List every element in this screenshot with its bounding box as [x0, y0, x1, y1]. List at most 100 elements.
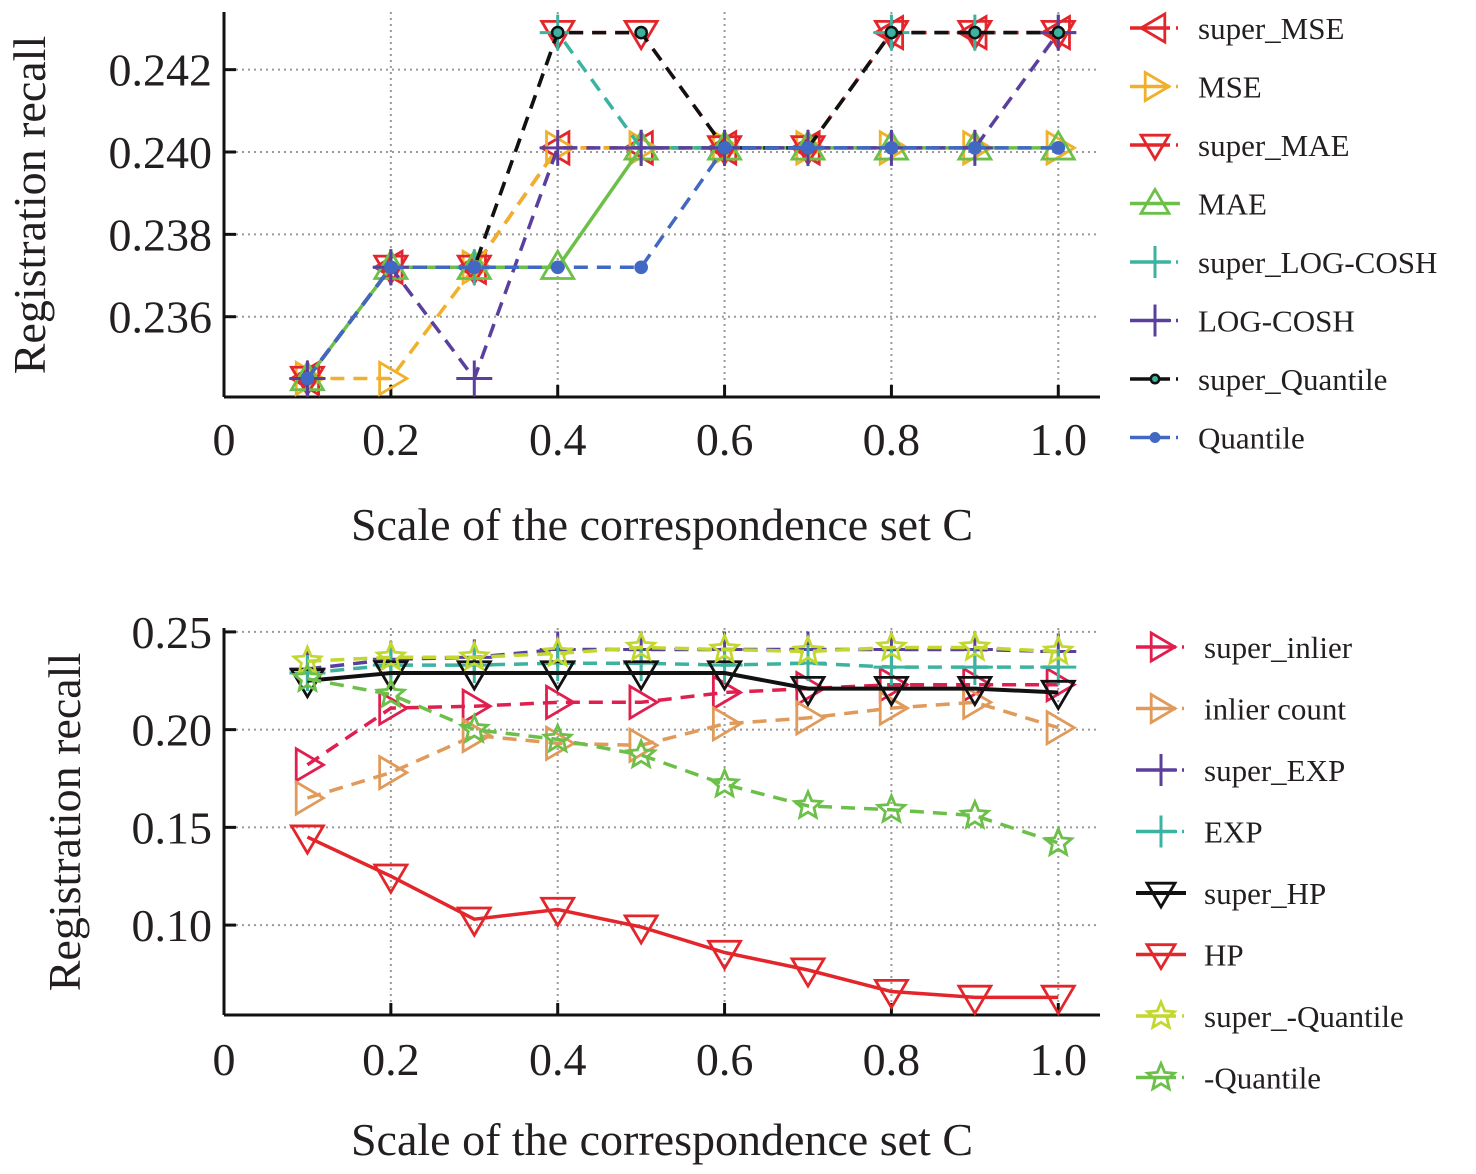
data-point: [294, 779, 327, 817]
data-point: [968, 25, 982, 40]
data-point: [539, 645, 576, 682]
data-point: [1045, 666, 1078, 704]
legend-label: super_MSE: [1198, 11, 1344, 46]
data-point: [717, 141, 732, 155]
data-point: [374, 639, 408, 672]
x-tick-label: 0.4: [529, 1034, 587, 1085]
data-point: [540, 721, 575, 754]
legend-label: -Quantile: [1204, 1061, 1321, 1096]
data-point: [457, 711, 492, 744]
data-point: [550, 25, 565, 40]
series-line: [307, 671, 1059, 695]
data-point: [968, 141, 982, 155]
data-point: [456, 360, 493, 397]
legend-item: EXP: [1136, 815, 1263, 850]
data-point: [539, 248, 577, 280]
x-tick-label: 1.0: [1030, 1034, 1088, 1085]
legend-marker-icon: [1138, 11, 1167, 45]
legend-marker-icon: [1138, 133, 1172, 162]
data-point: [874, 792, 909, 825]
data-point: [378, 754, 410, 792]
legend-item: super_MSE: [1130, 11, 1344, 46]
legend-label: EXP: [1204, 815, 1263, 850]
legend-label: super_LOG-COSH: [1198, 245, 1437, 280]
data-point: [789, 957, 827, 989]
data-point: [1039, 984, 1077, 1017]
data-point: [872, 675, 910, 708]
grid: [224, 628, 1100, 1015]
x-tick-label: 0.4: [529, 414, 587, 465]
data-point: [1051, 25, 1066, 40]
data-point: [540, 635, 575, 668]
x-tick-label: 0.2: [362, 1034, 420, 1085]
legend-item: super_LOG-COSH: [1130, 245, 1437, 280]
bottom-chart-panel: 0 0.2 0.4 0.6 0.8 1.0 0.10 0.15 0.20 0.25 Scale of…: [39, 607, 1404, 1165]
legend-marker-icon: [1143, 70, 1172, 103]
series-super-quantile: [290, 629, 1076, 676]
top-chart-panel: 0 0.2 0.4 0.6 0.8 1.0 0.236 0.238 0.240 0.242 Scal…: [4, 11, 1437, 550]
data-point: [457, 639, 492, 672]
data-point: [373, 676, 408, 709]
series-exp: [289, 645, 1077, 691]
data-point: [634, 25, 648, 40]
data-point: [288, 824, 326, 856]
data-point: [791, 788, 825, 821]
series-mse: [294, 129, 1078, 397]
data-point: [956, 984, 994, 1017]
data-point: [956, 675, 994, 708]
data-point: [539, 129, 576, 166]
data-point: [795, 699, 827, 737]
legend-marker-icon: [1149, 630, 1178, 664]
data-point: [884, 25, 899, 40]
series-super-hp: [288, 660, 1077, 712]
legend-item: super_inlier: [1136, 630, 1353, 665]
legend-marker-icon: [1149, 432, 1161, 443]
y-tick-label: 0.236: [109, 292, 213, 343]
series-line: [306, 146, 1059, 380]
data-point: [545, 724, 577, 762]
legend-item: super_Quantile: [1130, 362, 1387, 397]
y-tick-label: 0.240: [109, 127, 213, 178]
data-point: [874, 629, 909, 662]
y-tick-label: 0.25: [132, 607, 213, 658]
data-point: [624, 737, 658, 770]
legend-marker-icon: [1144, 881, 1178, 910]
legend-marker-icon: [1145, 754, 1177, 786]
data-point: [300, 371, 315, 386]
series-line: [306, 700, 1059, 800]
data-point: [872, 978, 910, 1011]
y-tick-label: 0.238: [109, 209, 213, 260]
x-tick-label: 0: [213, 1034, 236, 1085]
legend-item: HP: [1136, 938, 1244, 973]
data-point: [622, 660, 660, 692]
data-point: [545, 683, 577, 721]
x-axis-title: Scale of the correspondence set C: [351, 499, 973, 550]
data-point: [372, 863, 410, 895]
legend-item: super_-Quantile: [1136, 998, 1404, 1034]
y-tick-label: 0.242: [109, 45, 213, 96]
legend-item: MSE: [1130, 70, 1262, 105]
x-tick-label: 0.2: [362, 414, 420, 465]
x-tick-label: 0.6: [696, 1034, 754, 1085]
x-tick-label: 0.6: [696, 414, 754, 465]
series-line: [306, 146, 1059, 380]
data-point: [706, 647, 743, 684]
data-point: [711, 705, 744, 743]
data-point: [958, 797, 992, 831]
series-inlier-count: [294, 683, 1078, 817]
data-point: [467, 260, 482, 275]
y-tick-label: 0.20: [132, 705, 213, 756]
data-point: [1039, 129, 1077, 161]
series-line: [306, 30, 1059, 380]
x-tick-label: 0.8: [863, 414, 921, 465]
legend-marker-icon: [1139, 246, 1171, 278]
series-quantile: [300, 141, 1066, 386]
data-point: [1041, 633, 1076, 666]
legend-label: super_inlier: [1204, 630, 1353, 665]
y-tick-label: 0.10: [132, 900, 213, 951]
data-point: [290, 661, 325, 694]
data-point: [622, 914, 660, 946]
data-point: [455, 906, 493, 938]
